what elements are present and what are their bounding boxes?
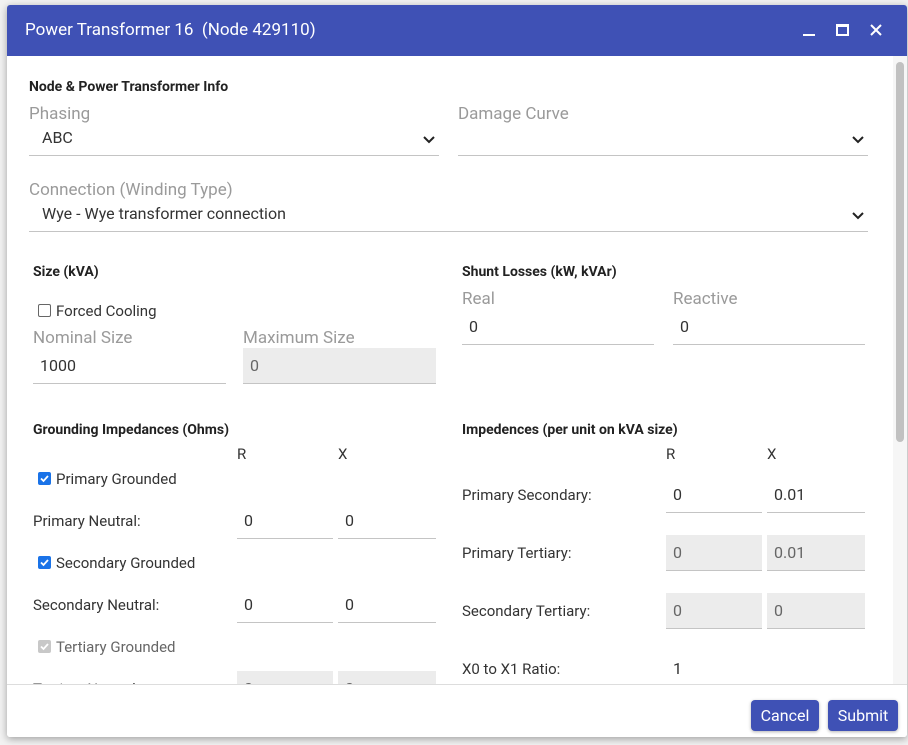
dropdown-arrow [423,136,435,144]
field-label: Maximum Size [243,328,355,348]
row-label: X0 to X1 Ratio: [462,660,561,678]
input-underline [666,512,762,513]
field-label: Real [462,289,495,309]
field-label: Nominal Size [33,328,133,348]
scrollbar-thumb[interactable] [896,62,904,442]
checkbox-label: Secondary Grounded [56,554,196,572]
dialog-footer: Cancel Submit [7,684,907,737]
checkbox[interactable] [38,472,51,485]
dropdown-arrow [852,212,864,220]
input-underline [237,538,333,539]
input-value[interactable]: 0 [244,595,253,614]
input-underline [673,344,865,345]
input-value: 0 [673,601,682,620]
column-header: R [237,445,247,463]
section-heading: Node & Power Transformer Info [29,79,229,95]
input-box [666,535,762,571]
row-label: Primary Secondary: [462,486,592,504]
section-heading: Size (kVA) [33,264,99,280]
input-value: 0 [345,679,354,684]
row-label: Tertiary Neutral: [33,679,139,684]
select-value[interactable]: ABC [42,128,73,147]
dialog: Power Transformer 16 (Node 429110) Node … [7,5,907,737]
input-underline [338,622,436,623]
select-underline [29,155,439,156]
input-value[interactable]: 0 [244,511,253,530]
row-label: Secondary Neutral: [33,596,160,614]
input-box [237,671,333,684]
input-value[interactable]: 0 [680,317,689,336]
window-controls [803,24,882,36]
input-value[interactable]: 1000 [40,356,76,375]
column-header: X [767,445,777,463]
input-box [243,348,436,384]
dialog-title: Power Transformer 16 (Node 429110) [25,20,316,40]
maximize-bar [837,24,848,27]
input-value: 0.01 [774,543,806,562]
dialog-content: Node & Power Transformer Info Phasing ABC D… [7,56,893,684]
section-heading: Impedences (per unit on kVA size) [462,422,678,438]
title-bar: Power Transformer 16 (Node 429110) [7,5,907,56]
input-value: 0 [244,679,253,684]
input-box [767,593,865,629]
input-underline [338,538,436,539]
field-label: Damage Curve [458,104,569,124]
input-value[interactable]: 0 [345,595,354,614]
input-underline [237,622,333,623]
dropdown-arrow [852,136,864,144]
submit-button[interactable]: Submit [828,700,898,731]
column-header: R [666,445,676,463]
input-underline [33,383,226,384]
scrollbar-track [893,56,907,684]
field-label: Phasing [29,104,91,124]
cancel-button[interactable]: Cancel [751,700,819,731]
input-value[interactable]: 0.01 [774,485,806,504]
close[interactable] [870,24,882,36]
column-header: X [338,445,348,463]
row-label: Secondary Tertiary: [462,602,591,620]
checkbox-label: Tertiary Grounded [56,638,176,656]
section-heading: Shunt Losses (kW, kVAr) [462,264,617,280]
section-heading: Grounding Impedances (Ohms) [33,422,229,438]
input-box [666,593,762,629]
select-underline [29,231,868,232]
input-value: 0 [673,543,682,562]
input-box [338,671,436,684]
checkbox-label: Forced Cooling [56,302,157,320]
input-value[interactable]: 0 [469,317,478,336]
input-value[interactable]: 0 [673,485,682,504]
checkbox[interactable] [38,304,51,317]
input-value[interactable]: 0 [345,511,354,530]
input-underline [462,344,654,345]
checkbox-label: Primary Grounded [56,470,177,488]
ratio-value: 1 [673,659,682,678]
input-underline [767,512,865,513]
row-label: Primary Neutral: [33,512,141,530]
checkbox[interactable] [38,556,51,569]
row-label: Primary Tertiary: [462,544,572,562]
checkbox [38,640,51,653]
select-underline [458,155,868,156]
select-value[interactable]: Wye - Wye transformer connection [42,204,286,223]
input-box [767,535,865,571]
field-label: Reactive [673,289,738,309]
input-value: 0 [774,601,783,620]
input-value: 0 [250,356,259,375]
field-label: Connection (Winding Type) [29,180,233,200]
